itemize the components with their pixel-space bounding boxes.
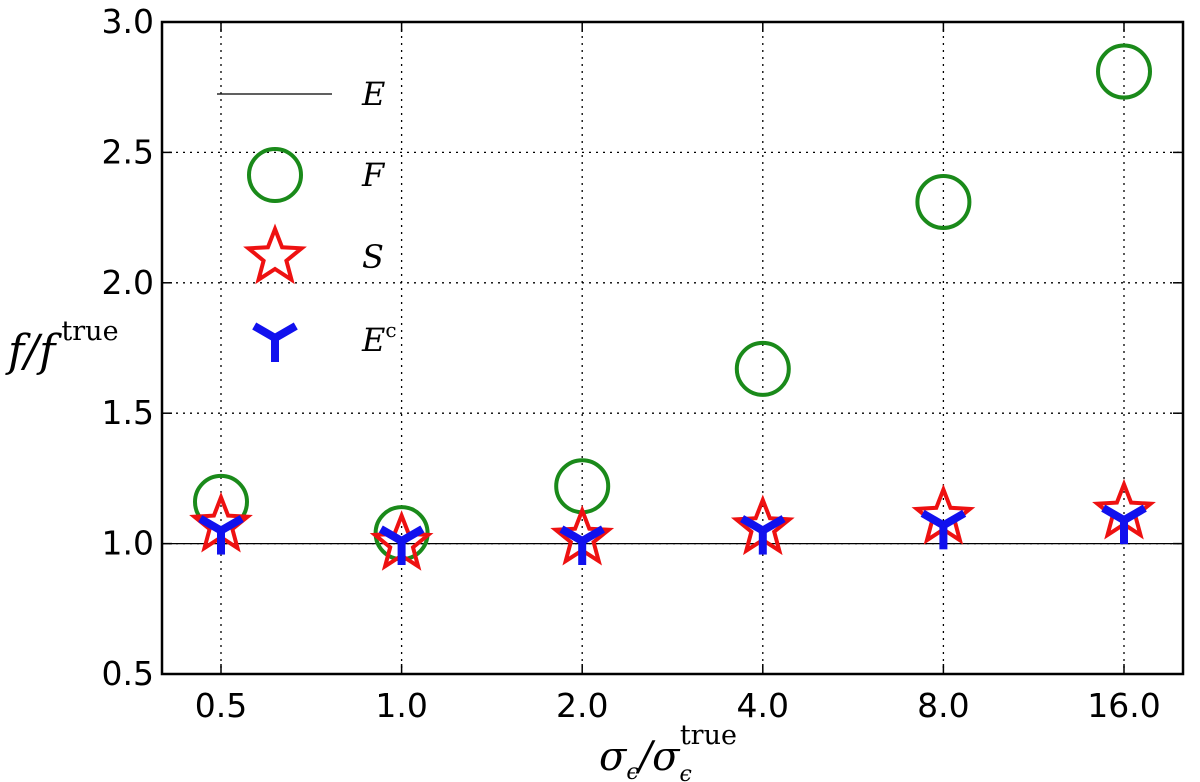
series-1 [193,43,1152,562]
y-tick-label-2: 1.5 [102,393,154,432]
legend-item-3-swatch [252,322,298,362]
y-label-slash: / [20,326,43,377]
series-3-point-4-arm-left [920,509,946,529]
y-tick-label-4: 2.5 [102,132,154,171]
x-tick-label-3: 4.0 [737,686,789,725]
series-3-point-2-arm-left [559,525,585,545]
series-1-point-4 [915,173,972,230]
legend-item-3: Ec [252,318,397,362]
y-label-f2: f [36,326,62,377]
legend-item-3-label-sup: c [385,318,396,342]
data-marks [162,43,1183,571]
legend-item-3-label: Ec [361,318,397,359]
y-axis-label: f/f true [5,316,119,377]
series-3-point-2-arm-right [580,525,605,545]
series-3-point-4-arm-right [941,509,967,529]
y-label-sup: true [61,316,118,347]
x-label-sub: ϵ [626,760,638,782]
x-tick-label-2: 2.0 [556,686,608,725]
x-tick-label-5: 16.0 [1087,686,1160,725]
plot-frame [160,20,1185,676]
legend-item-2: S [243,223,384,285]
x-label-sigma: σ [599,734,628,780]
x-tick-label-1: 1.0 [375,686,427,725]
x-label-sup2: true [680,720,737,751]
series-3-point-0-arm-right [218,515,244,535]
legend-item-0-label: E [361,75,385,113]
series-3 [198,504,1147,565]
series-1-point-3 [734,340,791,397]
x-axis-label: σϵ/σϵtrue [599,720,737,782]
legend-item-0: E [217,75,385,113]
series-3-point-5-arm-left [1101,504,1127,524]
x-tick-label-0: 0.5 [195,686,247,725]
y-tick-label-5: 3.0 [102,2,154,41]
series-3-point-5 [1101,504,1147,545]
legend: E F S Ec [217,75,397,362]
x-label-sigma2: σ [652,734,681,780]
series-3-point-2 [559,525,605,565]
x-label-sub2: ϵ [679,762,691,782]
grid [162,22,1183,674]
legend-item-2-swatch [243,223,307,285]
series-3-point-1 [378,525,425,565]
series-3-point-5-arm-right [1121,504,1147,524]
axis-ticks: 0.5 1.0 1.5 2.0 2.5 3.0 0.5 1.0 2.0 4.0 8.0 16.0 [102,2,1183,725]
legend-item-1-swatch [247,147,303,203]
legend-item-3-swatch-arm-right [272,322,298,342]
series-3-point-1-arm-right [399,525,425,545]
series-3-point-0 [198,515,244,555]
y-tick-label-1: 1.0 [102,524,154,563]
series-1-point-5 [1096,43,1152,100]
legend-item-2-label: S [362,238,384,276]
x-tick-label-4: 8.0 [917,686,969,725]
series-3-point-3-arm-right [760,515,786,535]
x-label-slash: / [635,734,656,780]
series-3-point-3 [740,515,786,555]
legend-item-1: F [247,147,386,203]
legend-item-1-label: F [361,156,386,194]
legend-item-3-swatch-arm-left [252,322,278,342]
series-3-point-0-arm-left [198,515,224,535]
series-1-point-2 [554,458,611,515]
series-2 [189,478,1156,571]
series-3-point-3-arm-left [740,515,765,535]
series-3-point-1-arm-left [378,525,404,545]
y-tick-label-3: 2.0 [102,263,154,302]
y-tick-label-0: 0.5 [102,654,154,693]
series-3-point-4 [920,509,967,550]
